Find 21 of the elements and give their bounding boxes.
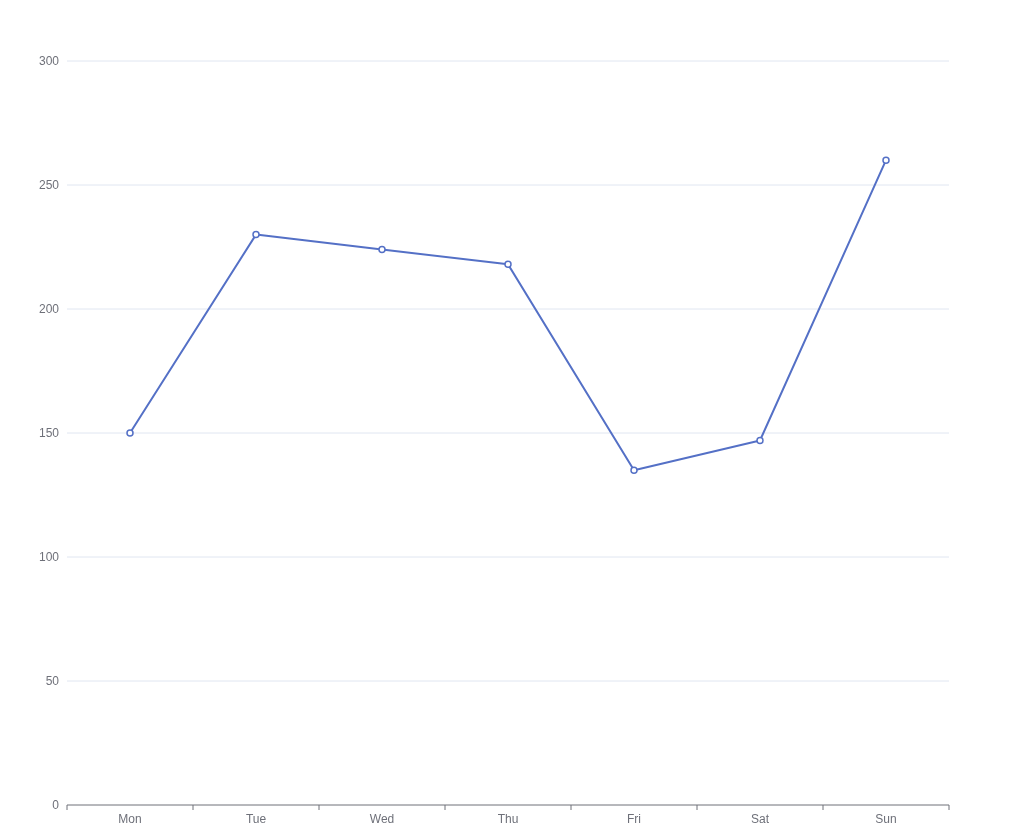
- point: [378, 245, 386, 254]
- x-tick-label: Fri: [627, 812, 641, 826]
- y-tick-label: 100: [38, 550, 60, 565]
- y-tick-label: 250: [38, 178, 60, 193]
- x-tick-label: Tue: [245, 812, 267, 826]
- y-tick-label: 0: [52, 798, 60, 813]
- x-tick-label: Thu: [497, 812, 519, 826]
- point: [252, 230, 260, 239]
- y-tick-label: 150: [38, 426, 60, 441]
- y-tick-label: 300: [38, 54, 60, 69]
- x-tick-label: Wed: [369, 812, 395, 826]
- x-tick-label: Sun: [875, 812, 897, 826]
- point: [126, 429, 134, 437]
- point: [882, 156, 890, 164]
- point: [756, 436, 764, 445]
- x-tick-label: Mon: [118, 812, 142, 826]
- point: [504, 260, 512, 269]
- x-tick-label: Sat: [750, 812, 770, 826]
- point: [630, 466, 638, 474]
- y-tick-label: 200: [38, 302, 60, 317]
- y-tick-label: 50: [45, 674, 60, 689]
